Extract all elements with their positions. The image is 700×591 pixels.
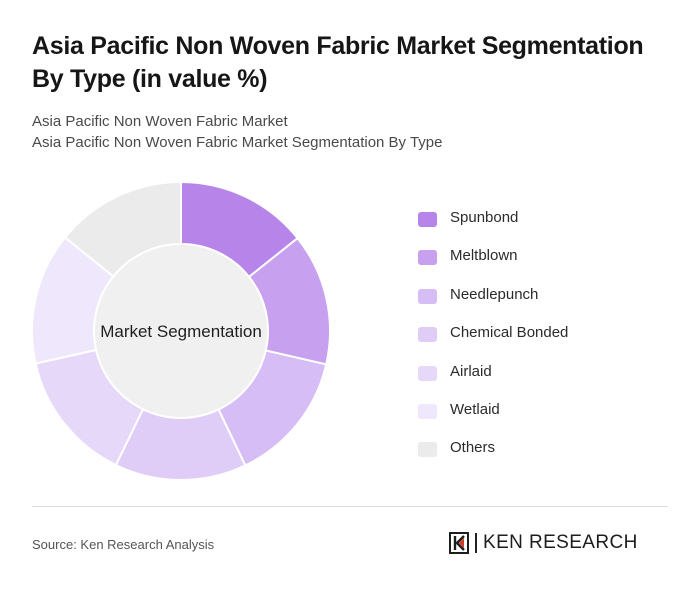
- donut-center: [95, 245, 267, 417]
- legend-swatch: [418, 442, 437, 458]
- ken-research-logo-icon: [449, 532, 469, 554]
- donut-chart: Market Segmentation: [31, 180, 331, 481]
- chart-subtitle-market: Asia Pacific Non Woven Fabric Market: [32, 113, 288, 130]
- donut-center-label: Market Segmentation: [100, 322, 262, 341]
- legend-swatch: [418, 403, 437, 419]
- chart-subtitle-segmentation: Asia Pacific Non Woven Fabric Market Seg…: [32, 134, 443, 151]
- legend-label: Wetlaid: [450, 400, 500, 418]
- brand-separator: [475, 533, 477, 553]
- legend-swatch: [418, 288, 437, 304]
- footer-divider: [32, 506, 668, 507]
- legend-swatch: [418, 250, 437, 266]
- brand-name: KEN RESEARCH: [483, 532, 638, 553]
- source-note: Source: Ken Research Analysis: [32, 537, 215, 552]
- legend-swatch: [418, 365, 437, 381]
- legend-label: Spunbond: [450, 209, 519, 226]
- brand-logo: KEN RESEARCH: [448, 530, 638, 556]
- legend-label: Needlepunch: [450, 285, 539, 303]
- legend-swatch: [418, 212, 437, 227]
- legend-label: Meltblown: [450, 247, 518, 265]
- legend-label: Chemical Bonded: [450, 324, 569, 342]
- legend-label: Others: [450, 439, 496, 457]
- legend-swatch: [418, 327, 437, 343]
- legend-label: Airlaid: [450, 362, 492, 380]
- chart-title: Asia Pacific Non Woven Fabric Market Seg…: [32, 32, 644, 93]
- donut-slice-others: [63, 180, 182, 278]
